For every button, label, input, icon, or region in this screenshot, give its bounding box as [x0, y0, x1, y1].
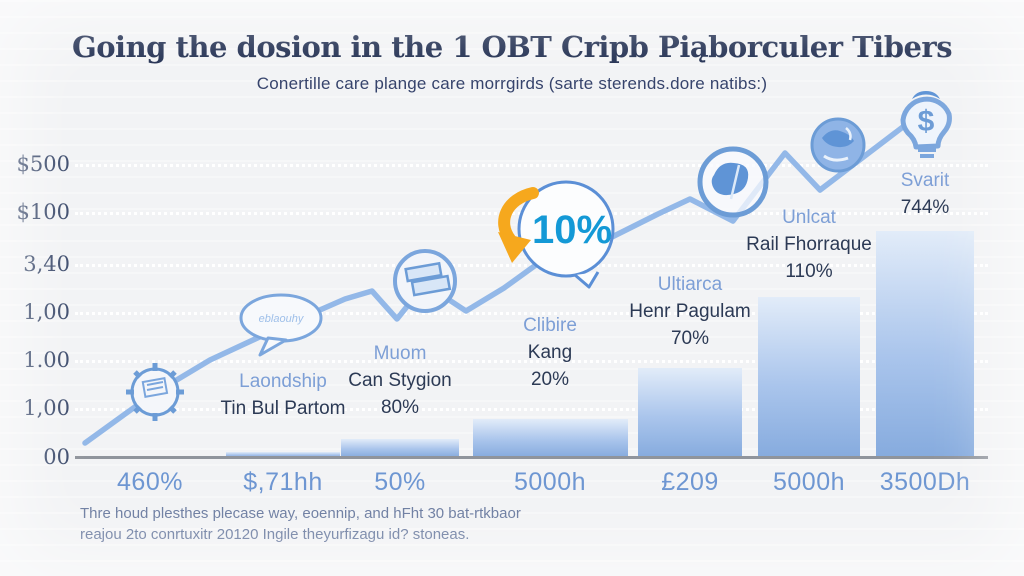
bar-label-value: Henr Pagulam [629, 301, 751, 322]
stacked-cards-icon [393, 249, 457, 313]
x-axis-label: 5000h [513, 468, 587, 496]
gridline [75, 312, 988, 315]
gridline [75, 164, 988, 167]
footer-line-2: reajou 2to conrtuxitr 20120 Ingile theyu… [80, 526, 470, 543]
gridline [75, 360, 988, 363]
bar-label-block: Muom Can Stygion 80% [348, 340, 452, 421]
y-axis-label: 3,40 [23, 252, 70, 276]
speech-bubble-icon: eblaouhy [239, 293, 323, 357]
bar-label-block: Svarit 744% [901, 167, 950, 221]
bar-label-value: Rail Fhorraque [746, 234, 872, 255]
gridline [75, 408, 988, 411]
x-axis-label: 50% [374, 468, 426, 496]
bar-label-value: 744% [900, 197, 950, 218]
footer-line-1: Thre houd plesthes plecase way, eoennip,… [80, 505, 521, 522]
bar-label-category: Ultiarca [657, 274, 723, 295]
bar-label-category: Muom [373, 343, 427, 364]
lightbulb-dollar-icon: $ [900, 91, 952, 158]
bar [876, 231, 974, 457]
dollar-blob-icon [697, 146, 769, 218]
bar-label-block: Clibire Kang 20% [523, 312, 577, 393]
orange-curved-arrow [498, 187, 539, 263]
bar-label-value: 110% [785, 261, 833, 282]
bar-label-value: 20% [530, 369, 570, 390]
trend-line [82, 117, 915, 446]
bar-label-category: Svarit [900, 170, 950, 191]
bar [226, 452, 340, 457]
bar-label-block: Unlcat Rail Fhorraque 110% [746, 204, 872, 285]
bar-label-value: Can Stygion [348, 370, 452, 391]
svg-text:$: $ [918, 105, 935, 138]
x-axis-line [75, 456, 988, 459]
bar [341, 439, 459, 457]
x-axis-label: 3500Dh [879, 468, 971, 496]
x-axis-label: 5000h [772, 468, 846, 496]
bar-label-category: Laondship [239, 371, 327, 392]
speech-bubble-garble: eblaouhy [259, 313, 305, 325]
y-axis-label: $100 [16, 200, 70, 224]
y-axis-label: 00 [43, 445, 70, 469]
bar-label-category: Unlcat [782, 207, 836, 228]
callout-value: 10% [532, 208, 612, 252]
y-axis-label: 1,00 [23, 300, 70, 324]
percent-callout-bubble: 10% [517, 180, 615, 289]
page-subtitle: Conertille care plange care morrgirds (s… [256, 74, 768, 93]
bar-label-category: Clibire [523, 315, 577, 336]
x-axis-label: 460% [117, 468, 183, 496]
bar [472, 419, 628, 457]
bar-label-value: Tin Bul Partom [220, 398, 346, 419]
footer-note: Thre houd plesthes plecase way, eoennip,… [80, 503, 640, 545]
y-axis-label: $500 [16, 152, 70, 176]
bar-label-value: Kang [527, 342, 573, 363]
x-axis-label: $,71hh [243, 468, 323, 496]
page-title: Going the dosion in the 1 OBT Cripb Piąb… [71, 30, 953, 64]
y-axis-label: 1,00 [23, 396, 70, 420]
x-axis-label: £209 [661, 468, 719, 496]
bar-label-value: 80% [380, 397, 420, 418]
bar-label-value: 70% [670, 328, 710, 349]
bar [638, 368, 742, 457]
gear-icon [126, 363, 184, 421]
bar-label-block: Laondship Tin Bul Partom [221, 368, 346, 422]
globe-icon [810, 117, 866, 173]
bar-label-block: Ultiarca Henr Pagulam 70% [629, 271, 750, 352]
y-axis-label: 1.00 [23, 348, 70, 372]
bar [758, 297, 860, 457]
